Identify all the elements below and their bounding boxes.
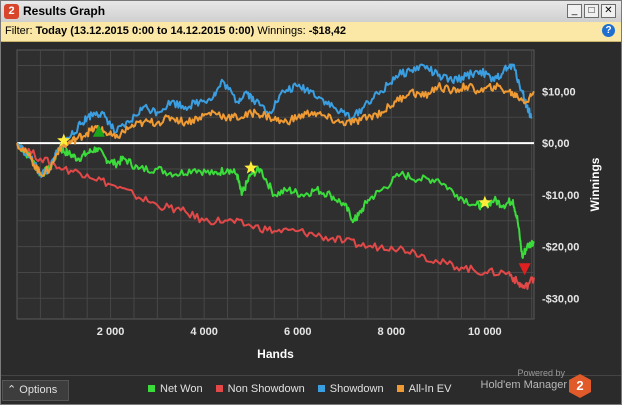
- legend-swatch: [215, 384, 223, 392]
- legend-swatch: [396, 384, 404, 392]
- legend-label: Non Showdown: [227, 383, 305, 395]
- x-tick-label: 6 000: [284, 326, 312, 338]
- legend-item-net-won[interactable]: Net Won: [148, 383, 203, 395]
- y-tick-label: $0,00: [542, 138, 570, 150]
- results-chart: $10,00 $0,00 -$10,00 -$20,00 -$30,00 2 000 4 0…: [1, 42, 621, 364]
- y-tick-label: -$20,00: [542, 242, 579, 254]
- maximize-button[interactable]: □: [584, 4, 599, 18]
- legend-swatch: [317, 384, 325, 392]
- close-button[interactable]: ✕: [601, 4, 616, 18]
- star-marker: [244, 160, 258, 174]
- legend-item-showdown[interactable]: Showdown: [317, 383, 384, 395]
- arrow-up-marker: [92, 124, 105, 137]
- filter-label: Filter:: [5, 25, 33, 37]
- x-tick-label: 4 000: [190, 326, 218, 338]
- chart-legend: Net Won Non Showdown Showdown All-In EV: [148, 383, 461, 395]
- legend-label: Net Won: [160, 383, 203, 395]
- series-line-showdown: [16, 63, 533, 178]
- x-tick-label: 2 000: [97, 326, 125, 338]
- series-line-non-showdown: [16, 142, 535, 290]
- star-marker: [57, 133, 71, 147]
- chart-svg: $10,00 $0,00 -$10,00 -$20,00 -$30,00 2 000 4 0…: [16, 49, 602, 361]
- legend-item-non-showdown[interactable]: Non Showdown: [215, 383, 305, 395]
- y-tick-label: -$10,00: [542, 190, 579, 202]
- y-tick-label: -$30,00: [542, 293, 579, 305]
- filter-bar: Filter: Today (13.12.2015 0:00 to 14.12.…: [1, 22, 621, 42]
- series-line-all-in-ev: [16, 82, 535, 177]
- legend-item-all-in-ev[interactable]: All-In EV: [396, 383, 452, 395]
- filter-value[interactable]: Today (13.12.2015 0:00 to 14.12.2015 0:0…: [35, 25, 255, 37]
- legend-label: Showdown: [329, 383, 384, 395]
- winnings-value: -$18,42: [308, 25, 347, 37]
- y-axis-label: Winnings: [588, 157, 602, 211]
- x-tick-label: 8 000: [378, 326, 406, 338]
- plot-area: [16, 49, 535, 320]
- star-marker: [478, 195, 492, 209]
- x-tick-label: 10 000: [468, 326, 502, 338]
- series-line-net-won: [16, 142, 535, 259]
- winnings-label: Winnings:: [257, 25, 306, 37]
- options-label: Options: [19, 384, 58, 396]
- legend-label: All-In EV: [408, 383, 452, 395]
- brand-block: Powered by Hold'em Manager 2: [477, 368, 595, 401]
- y-tick-label: $10,00: [542, 86, 576, 98]
- legend-swatch: [148, 384, 155, 392]
- app-icon: 2: [4, 4, 19, 19]
- x-axis-label: Hands: [257, 347, 294, 361]
- minimize-button[interactable]: _: [567, 4, 582, 18]
- window-title: Results Graph: [23, 4, 106, 18]
- bottom-bar: ⌃ Options Net Won Non Showdown Showdown …: [1, 368, 621, 404]
- brand-name: Hold'em Manager: [480, 379, 567, 391]
- powered-by-text: Powered by: [517, 368, 565, 378]
- hm-logo-icon: 2: [569, 374, 591, 398]
- title-bar: 2 Results Graph _ □ ✕: [1, 1, 621, 23]
- options-button[interactable]: ⌃ Options: [2, 380, 69, 401]
- arrow-down-marker: [518, 263, 531, 276]
- caret-up-icon: ⌃: [7, 384, 17, 396]
- help-icon[interactable]: ?: [602, 24, 615, 37]
